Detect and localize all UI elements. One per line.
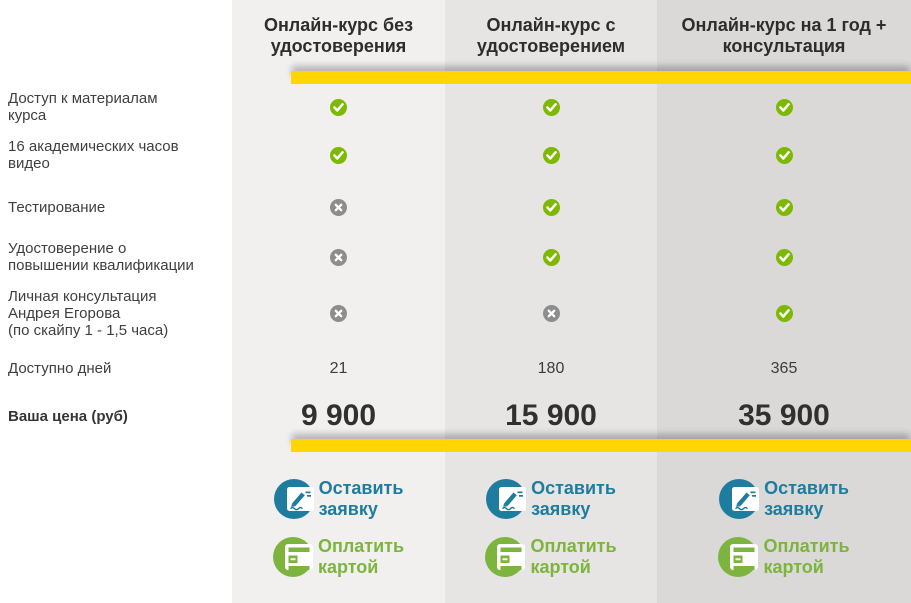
days-value: 21 bbox=[329, 359, 348, 377]
pay-card-button[interactable]: Оплатить картой bbox=[485, 536, 617, 578]
leave-request-label: Оставить заявку bbox=[531, 478, 616, 519]
pay-card-icon bbox=[485, 537, 526, 577]
leave-request-label: Оставить заявку bbox=[764, 478, 849, 519]
check-icon bbox=[775, 305, 793, 322]
column-header-1: Онлайн-курс без удостоверения bbox=[263, 15, 414, 56]
leave-request-button[interactable]: Оставить заявку bbox=[719, 478, 849, 520]
feature-cell bbox=[445, 282, 657, 345]
pay-card-button[interactable]: Оплатить картой bbox=[272, 536, 405, 578]
yellow-divider-bottom bbox=[291, 439, 911, 452]
feature-cell bbox=[657, 128, 911, 182]
leave-request-button[interactable]: Оставить заявку bbox=[273, 478, 404, 520]
feature-cell bbox=[445, 128, 657, 182]
header-spacer bbox=[0, 0, 232, 86]
feature-cell bbox=[232, 232, 445, 282]
check-icon bbox=[542, 146, 560, 164]
check-icon bbox=[542, 98, 560, 116]
buttons-column-3: Оставить заявку Оплатить картой bbox=[657, 453, 911, 603]
yellow-divider-top bbox=[291, 71, 911, 84]
feature-cell bbox=[232, 182, 445, 232]
cross-icon bbox=[542, 305, 560, 322]
feature-label: Тестирование bbox=[8, 198, 106, 216]
feature-cell bbox=[657, 86, 911, 128]
feature-cell bbox=[445, 232, 657, 282]
price-value: 35 900 bbox=[738, 399, 830, 432]
check-icon bbox=[775, 98, 793, 116]
price-value: 15 900 bbox=[505, 399, 597, 432]
buttons-column-1: Оставить заявку Оплатить картой bbox=[232, 453, 445, 603]
request-form-icon bbox=[719, 479, 760, 519]
cross-icon bbox=[330, 248, 347, 266]
check-icon bbox=[542, 198, 560, 216]
pay-card-label: Оплатить картой bbox=[763, 536, 850, 577]
pay-card-icon bbox=[718, 537, 759, 577]
feature-label: 16 академических часов видео bbox=[8, 138, 179, 172]
check-icon bbox=[330, 146, 347, 164]
check-icon bbox=[775, 248, 793, 266]
buttons-spacer bbox=[0, 453, 232, 603]
feature-cell bbox=[445, 182, 657, 232]
check-icon bbox=[775, 198, 793, 216]
column-header-3: Онлайн-курс на 1 год + консультация bbox=[681, 15, 887, 56]
column-header-2: Онлайн-курс с удостоверением bbox=[476, 15, 626, 56]
request-form-icon bbox=[273, 479, 314, 519]
price-value: 9 900 bbox=[300, 399, 377, 432]
pay-card-label: Оплатить картой bbox=[317, 536, 405, 577]
feature-label: Удостоверение о повышении квалификации bbox=[8, 240, 194, 274]
pay-card-icon bbox=[272, 537, 313, 577]
pay-card-button[interactable]: Оплатить картой bbox=[718, 536, 850, 578]
buttons-column-2: Оставить заявку Оплатить картой bbox=[445, 453, 657, 603]
cross-icon bbox=[330, 198, 347, 216]
feature-cell bbox=[232, 128, 445, 182]
cross-icon bbox=[330, 305, 347, 322]
feature-cell bbox=[657, 282, 911, 345]
days-value: 180 bbox=[537, 359, 565, 377]
days-value: 365 bbox=[770, 359, 798, 377]
feature-label: Доступ к материалам курса bbox=[8, 90, 158, 124]
feature-cell bbox=[445, 86, 657, 128]
check-icon bbox=[775, 146, 793, 164]
days-label: Доступно дней bbox=[8, 360, 112, 377]
check-icon bbox=[542, 248, 560, 266]
leave-request-label: Оставить заявку bbox=[318, 478, 404, 519]
feature-cell bbox=[232, 86, 445, 128]
pay-card-label: Оплатить картой bbox=[530, 536, 617, 577]
price-label: Ваша цена (руб) bbox=[8, 407, 128, 425]
feature-cell bbox=[657, 182, 911, 232]
check-icon bbox=[330, 98, 347, 116]
leave-request-button[interactable]: Оставить заявку bbox=[486, 478, 616, 520]
feature-cell bbox=[657, 232, 911, 282]
feature-cell bbox=[232, 282, 445, 345]
request-form-icon bbox=[486, 479, 527, 519]
feature-label: Личная консультация Андрея Егорова (по с… bbox=[8, 288, 169, 339]
